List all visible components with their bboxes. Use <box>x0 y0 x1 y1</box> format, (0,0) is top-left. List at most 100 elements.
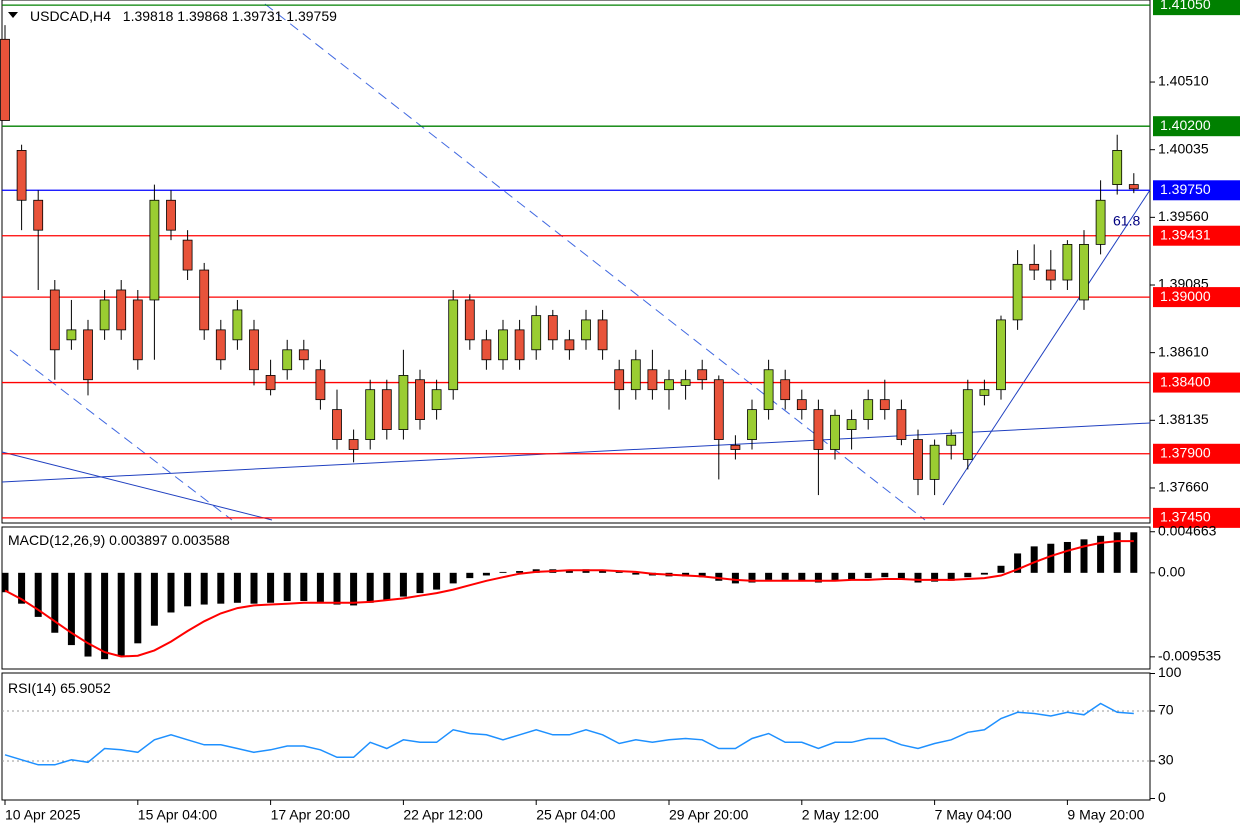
macd-bar <box>366 572 374 603</box>
macd-title: MACD(12,26,9) 0.003897 0.003588 <box>8 532 230 548</box>
main-frame <box>1 0 1151 524</box>
macd-bar <box>217 572 225 604</box>
macd-bar <box>914 572 922 583</box>
candle-body <box>66 329 77 341</box>
candle-body <box>630 359 641 391</box>
y-tick-label: 100 <box>1158 664 1182 680</box>
macd-bar <box>748 572 756 583</box>
candle-body <box>979 389 990 396</box>
candle-body <box>431 389 442 411</box>
level-tag <box>1153 225 1240 246</box>
y-tick-label: -0.009535 <box>1158 648 1221 664</box>
macd-bar <box>200 572 208 605</box>
candle-body <box>664 379 674 391</box>
candle-body <box>1112 150 1123 185</box>
close: 1.39759 <box>286 8 337 24</box>
candle-body <box>83 329 93 381</box>
y-tick-label: 1.39560 <box>1158 208 1209 224</box>
candle-body <box>913 439 923 480</box>
menu-arrow[interactable] <box>8 12 18 18</box>
macd-bar <box>383 572 391 601</box>
level-label: 1.40200 <box>1160 117 1211 133</box>
macd-bar <box>300 572 308 602</box>
macd-bar <box>947 572 955 581</box>
candle-body <box>614 369 625 391</box>
y-tick-label: 30 <box>1158 752 1174 768</box>
macd-bar <box>18 572 26 604</box>
macd-bar <box>881 572 889 578</box>
x-tick-label: 7 May 04:00 <box>935 807 1012 823</box>
candle-body <box>398 375 409 430</box>
macd-bar <box>1047 543 1055 573</box>
macd-bar <box>632 572 640 575</box>
macd-bar <box>1113 532 1121 573</box>
candle-body <box>796 399 807 411</box>
y-tick-label: 1.37660 <box>1158 479 1209 495</box>
macd-bar <box>150 572 158 626</box>
macd-bar <box>931 572 939 582</box>
macd-bar <box>167 572 175 613</box>
indicator: RSI(14) <box>8 680 56 696</box>
candle-body <box>1079 244 1089 301</box>
y-tick-label: 70 <box>1158 702 1174 718</box>
candle-body <box>298 349 309 361</box>
candle-body <box>713 379 724 440</box>
macd-bar <box>814 572 822 583</box>
candle-body <box>680 379 691 386</box>
x-tick-label: 22 Apr 12:00 <box>403 807 483 823</box>
trend-line <box>942 189 1151 506</box>
macd-bar <box>848 572 856 580</box>
macd-bar <box>34 572 42 617</box>
macd-bar <box>1097 535 1105 573</box>
candle-body <box>1128 184 1139 190</box>
candle-body <box>415 379 425 420</box>
candle-body <box>282 349 293 371</box>
y-tick-label: 1.40035 <box>1158 140 1209 156</box>
candle-body <box>265 375 276 391</box>
candle-body <box>846 419 857 430</box>
candle-body <box>946 434 957 446</box>
symbol: USDCAD,H4 <box>30 8 111 24</box>
x-tick-label: 25 Apr 04:00 <box>536 807 616 823</box>
x-tick-label: 15 Apr 04:00 <box>138 807 218 823</box>
level-tag <box>1153 372 1240 393</box>
y-tick-label: 1.38610 <box>1158 343 1209 359</box>
indicator: MACD(12,26,9) <box>8 532 105 548</box>
candle-body <box>697 369 708 381</box>
macd-bar <box>333 572 341 605</box>
macd-bar <box>399 572 407 597</box>
candle-body <box>16 150 27 201</box>
level-label: 1.37900 <box>1160 444 1211 460</box>
candle-body <box>747 409 757 440</box>
macd-bar <box>980 572 988 575</box>
macd-bar <box>233 572 241 603</box>
x-tick-label: 29 Apr 20:00 <box>669 807 749 823</box>
candle-body <box>597 319 608 351</box>
macd-bar <box>101 572 109 660</box>
macd-bar <box>250 572 258 604</box>
candle-body <box>564 339 575 351</box>
candle-body <box>199 269 210 331</box>
signal-value: 0.003588 <box>171 532 230 548</box>
candle-body <box>365 389 376 440</box>
low: 1.39731 <box>232 8 283 24</box>
signal-line <box>4 540 1134 658</box>
macd-bar <box>798 572 806 581</box>
candle-body <box>531 315 542 351</box>
chart-title: USDCAD,H4 1.39818 1.39868 1.39731 1.3975… <box>30 8 337 24</box>
candle-body <box>149 199 160 301</box>
macd-value: 0.003897 <box>109 532 168 548</box>
macd-bar <box>698 572 706 578</box>
candle-body <box>49 289 60 351</box>
macd-bar <box>731 572 739 584</box>
macd-bar <box>615 571 623 573</box>
candle-body <box>780 379 791 401</box>
level-tag <box>1153 443 1240 464</box>
candle-body <box>348 439 359 450</box>
level-tag <box>1153 116 1240 137</box>
candle-body <box>830 414 840 450</box>
level-label: 1.39750 <box>1160 181 1211 197</box>
candle-body <box>249 329 259 371</box>
